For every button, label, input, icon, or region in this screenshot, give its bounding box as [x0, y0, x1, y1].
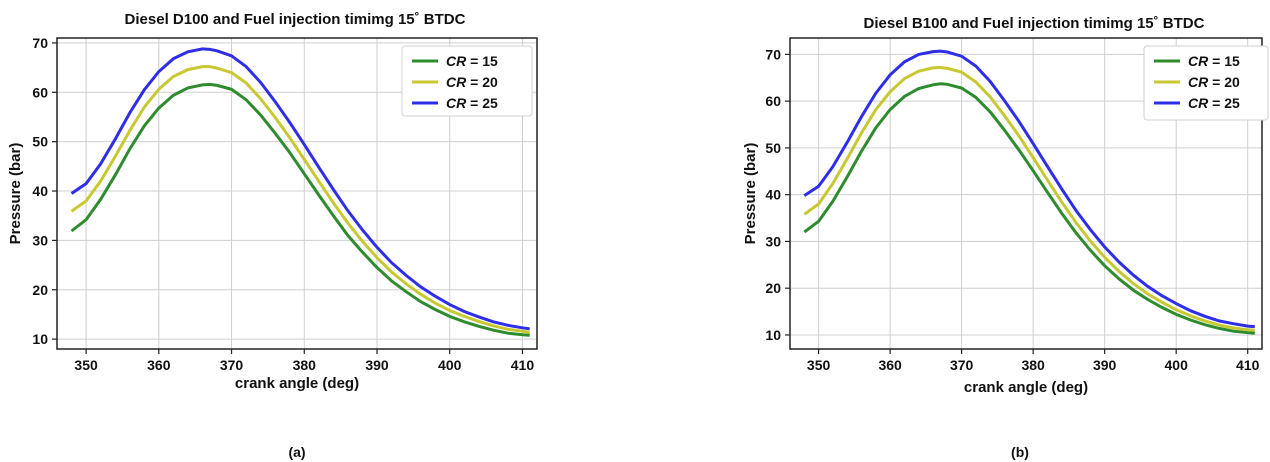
y-tick-label: 50 — [765, 140, 781, 156]
series-line-cr-20 — [70, 65, 530, 334]
y-tick-label: 20 — [32, 282, 48, 298]
legend: CR = 15 CR = 20 CR = 25 — [401, 45, 533, 117]
legend-label: CR = 15 — [1188, 53, 1240, 69]
x-tick-label: 380 — [293, 357, 317, 373]
x-tick-label: 410 — [511, 357, 535, 373]
y-tick-label: 20 — [765, 280, 781, 296]
legend-label: CR = 20 — [446, 74, 498, 90]
legend-box — [401, 45, 533, 117]
legend: CR = 15 CR = 20 CR = 25 — [1143, 45, 1269, 121]
series-line-cr-15 — [70, 82, 530, 337]
y-tick-label: 60 — [765, 93, 781, 109]
y-axis-label: Pressure (bar) — [742, 143, 759, 245]
legend-label: CR = 25 — [446, 95, 498, 111]
legend-label: CR = 25 — [1188, 95, 1240, 111]
x-tick-label: 360 — [147, 357, 171, 373]
y-tick-label: 70 — [765, 46, 781, 62]
y-tick-label: 50 — [32, 134, 48, 150]
chart-title: Diesel D100 and Fuel injection timimg 15… — [125, 11, 466, 28]
x-tick-label: 350 — [74, 357, 98, 373]
plot-frame — [789, 37, 1263, 350]
x-tick-label: 390 — [1093, 357, 1117, 373]
x-axis-label: crank angle (deg) — [964, 379, 1088, 396]
y-tick-label: 10 — [765, 327, 781, 343]
legend-label: CR = 20 — [1188, 74, 1240, 90]
series-line-cr-20 — [803, 65, 1255, 332]
x-tick-label: 370 — [220, 357, 244, 373]
x-tick-label: 400 — [1165, 357, 1189, 373]
y-axis-label: Pressure (bar) — [7, 143, 24, 245]
chart-title: Diesel B100 and Fuel injection timimg 15… — [864, 15, 1205, 32]
legend-label: CR = 15 — [446, 53, 498, 69]
panel-caption: (b) — [1011, 444, 1029, 460]
y-tick-label: 70 — [32, 35, 48, 51]
series-line-cr-25 — [803, 49, 1255, 329]
x-tick-label: 380 — [1021, 357, 1045, 373]
chart-panel-a: Diesel D100 and Fuel injection timimg 15… — [7, 11, 538, 460]
chart-panel-b: Diesel B100 and Fuel injection timimg 15… — [742, 15, 1269, 460]
y-tick-label: 60 — [32, 84, 48, 100]
y-tick-label: 10 — [32, 331, 48, 347]
x-axis-label: crank angle (deg) — [235, 375, 359, 392]
series-line-cr-25 — [70, 47, 530, 331]
plot-frame — [56, 37, 538, 350]
x-tick-label: 360 — [878, 357, 902, 373]
x-tick-label: 350 — [807, 357, 831, 373]
series-line-cr-15 — [803, 82, 1255, 335]
x-tick-label: 370 — [950, 357, 974, 373]
x-tick-label: 410 — [1236, 357, 1260, 373]
y-tick-label: 40 — [32, 183, 48, 199]
y-tick-label: 30 — [32, 232, 48, 248]
y-tick-label: 30 — [765, 233, 781, 249]
panel-caption: (a) — [288, 444, 305, 460]
y-tick-label: 40 — [765, 187, 781, 203]
x-tick-label: 390 — [365, 357, 389, 373]
x-tick-label: 400 — [438, 357, 462, 373]
